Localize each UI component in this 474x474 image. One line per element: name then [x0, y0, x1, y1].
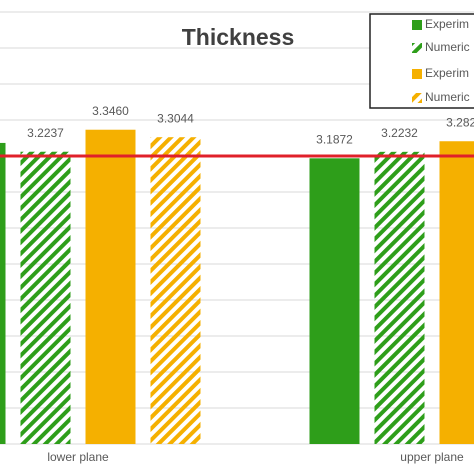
bar: [85, 129, 136, 444]
legend-label: Experim: [425, 66, 469, 80]
x-tick-label: upper plane: [400, 450, 464, 464]
data-label: 3.2237: [27, 126, 64, 140]
legend-marker: [412, 20, 422, 30]
bar: [374, 151, 425, 444]
chart-title: Thickness: [182, 24, 295, 50]
data-label: 3.2232: [381, 126, 418, 140]
data-label: 3.3460: [92, 104, 129, 118]
legend-label: Experim: [425, 17, 469, 31]
data-label: 3.3044: [157, 111, 194, 125]
bar: [0, 142, 6, 444]
x-tick-label: lower plane: [47, 450, 109, 464]
bar: [20, 151, 71, 444]
data-label: 3.1872: [316, 132, 353, 146]
legend-label: Numeric: [425, 40, 470, 54]
legend-marker: [412, 69, 422, 79]
bar: [309, 158, 360, 444]
legend-marker: [412, 43, 422, 53]
legend-label: Numeric: [425, 90, 470, 104]
bar: [150, 137, 201, 444]
legend-marker: [412, 93, 422, 103]
bar: [439, 141, 474, 445]
data-label: 3.2820: [446, 115, 474, 129]
